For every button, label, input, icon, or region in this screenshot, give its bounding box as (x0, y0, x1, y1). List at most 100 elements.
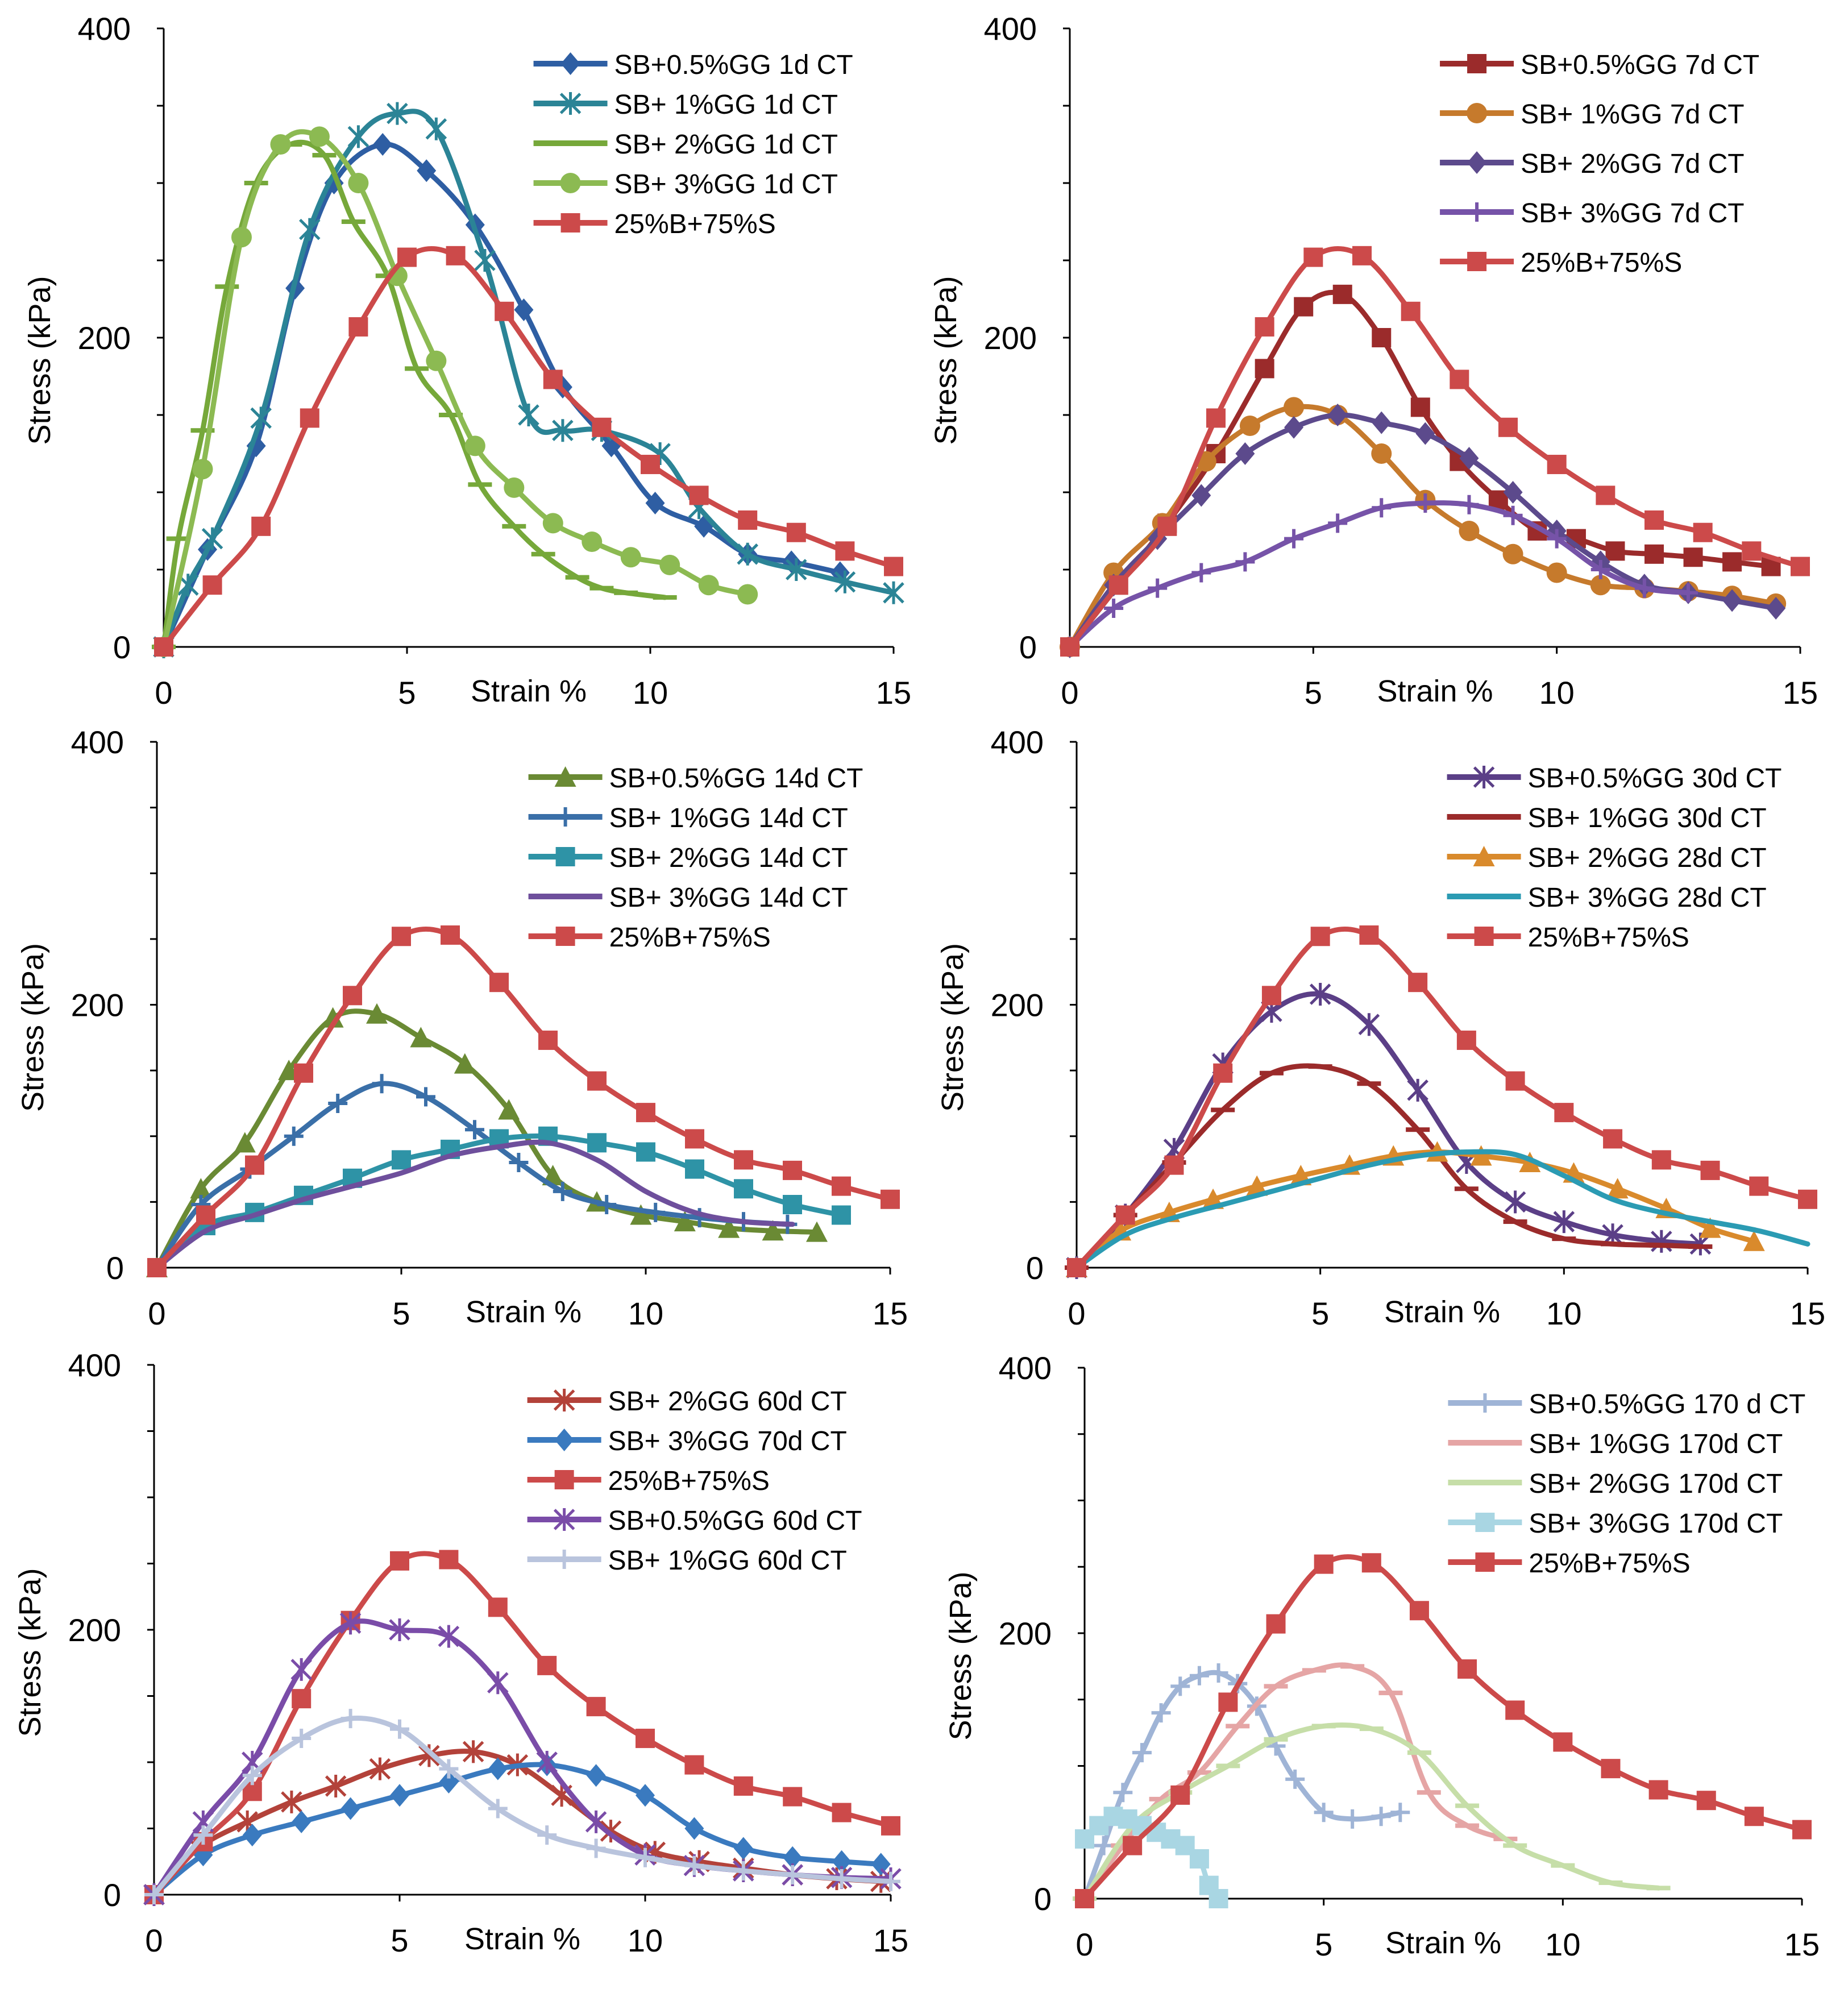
legend-label: SB+ 3%GG 7d CT (1521, 198, 1745, 229)
data-point (299, 218, 321, 241)
data-point (1255, 359, 1274, 379)
legend: SB+0.5%GG 14d CT SB+ 1%GG 14d CT SB+ 2%GG … (528, 763, 863, 953)
data-point (504, 477, 525, 498)
data-point (1601, 1242, 1625, 1247)
data-point (390, 1551, 409, 1571)
data-point (1115, 1205, 1135, 1225)
legend-marker (1474, 927, 1494, 946)
data-point (636, 1784, 655, 1807)
data-point (465, 1120, 484, 1140)
legend-label: SB+ 1%GG 30d CT (1528, 803, 1767, 833)
data-point (270, 134, 291, 155)
data-point (636, 1142, 655, 1162)
series-line (151, 1762, 884, 1898)
data-point (1554, 1103, 1574, 1123)
series-line (154, 1139, 795, 1271)
data-point (586, 1838, 606, 1858)
data-point (1218, 1692, 1238, 1712)
data-point (587, 1071, 607, 1091)
data-point (733, 1776, 753, 1796)
y-axis-label: Stress (kPa) (929, 276, 963, 445)
series-2 (153, 102, 904, 658)
data-point (783, 1865, 803, 1885)
data-point (1164, 1155, 1184, 1175)
data-point (1261, 986, 1281, 1006)
data-point (1187, 1770, 1211, 1775)
x-axis-label: Strain % (471, 674, 587, 708)
legend-label: SB+ 2%GG 1d CT (614, 130, 838, 160)
legend-label: SB+ 3%GG 1d CT (614, 169, 838, 200)
data-point (290, 1658, 312, 1681)
legend-label: SB+ 2%GG 170d CT (1529, 1469, 1783, 1499)
y-tick-label: 400 (71, 724, 124, 760)
data-point (1191, 563, 1211, 583)
data-point (1546, 562, 1567, 583)
data-point (439, 1770, 459, 1793)
data-point (1359, 1726, 1384, 1732)
legend-label: SB+0.5%GG 1d CT (614, 50, 853, 80)
data-point (1470, 1145, 1492, 1166)
data-point (1332, 284, 1352, 304)
data-point (553, 1181, 572, 1201)
data-point (251, 516, 271, 536)
data-point (1259, 1070, 1284, 1076)
series-line (1074, 1149, 1810, 1271)
data-point (586, 1764, 606, 1787)
data-point (620, 547, 641, 568)
data-point (1644, 510, 1664, 530)
data-point (1749, 1176, 1769, 1196)
data-point (542, 513, 563, 534)
legend: SB+0.5%GG 30d CT SB+ 1%GG 30d CT SB+ 2%GG … (1447, 763, 1781, 953)
data-point (630, 1204, 652, 1225)
data-point (1547, 455, 1567, 475)
legend-label: SB+ 3%GG 14d CT (609, 883, 848, 913)
data-point (1390, 1803, 1410, 1822)
data-point (1235, 442, 1255, 465)
data-point (614, 590, 638, 595)
data-point (636, 1103, 655, 1123)
data-point (698, 575, 719, 596)
y-axis-label: Stress (kPa) (944, 1571, 978, 1740)
data-point (734, 1179, 753, 1199)
data-point (565, 575, 589, 580)
data-point (1696, 1791, 1716, 1811)
data-point (645, 492, 665, 515)
data-point (1503, 481, 1523, 504)
x-tick-label: 5 (1315, 1927, 1332, 1962)
y-axis-label: Stress (kPa) (936, 943, 970, 1112)
data-point (1372, 498, 1392, 518)
data-point (641, 455, 660, 475)
data-point (1328, 404, 1348, 426)
legend: SB+ 2%GG 60d CT SB+ 3%GG 70d CT 25%B+75%S S… (527, 1386, 862, 1576)
legend-marker (560, 213, 580, 233)
data-point (1284, 529, 1304, 549)
data-point (1590, 575, 1611, 596)
legend-marker (558, 141, 583, 146)
data-point (1410, 397, 1430, 417)
data-point (347, 125, 369, 148)
data-point (762, 1220, 784, 1241)
data-point (734, 1150, 753, 1170)
data-point (1094, 1836, 1114, 1855)
data-point (1742, 541, 1762, 561)
data-point (1699, 1217, 1721, 1238)
data-point (439, 1759, 459, 1779)
y-tick-label: 400 (984, 11, 1037, 47)
data-point (881, 1871, 900, 1891)
data-point (1358, 1013, 1380, 1036)
data-point (1209, 1889, 1228, 1908)
data-point (348, 173, 369, 193)
data-point (284, 1126, 304, 1146)
data-point (685, 1159, 704, 1179)
x-tick-label: 0 (155, 675, 172, 711)
data-point (783, 1846, 803, 1869)
data-point (1459, 495, 1479, 514)
data-point (439, 413, 463, 417)
data-point (1284, 397, 1305, 418)
data-point (1417, 1790, 1441, 1795)
series-4 (154, 1139, 795, 1271)
data-point (339, 1612, 362, 1635)
series-5 (154, 246, 903, 657)
data-point (1328, 513, 1348, 533)
chart-3: 0 200 400 0 5 10 15 Strain % Stress (kPa) SB+0.5%… (16, 724, 908, 1331)
